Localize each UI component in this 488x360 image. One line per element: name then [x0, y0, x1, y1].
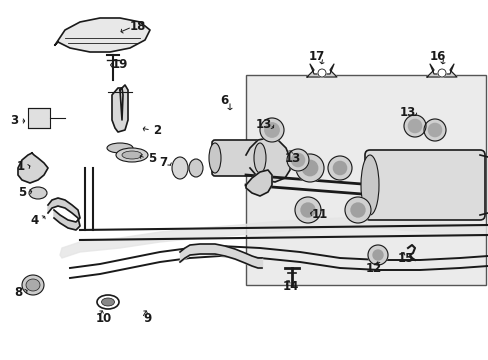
Text: 12: 12	[365, 261, 381, 274]
Text: 9: 9	[143, 311, 152, 324]
Circle shape	[264, 123, 279, 137]
Ellipse shape	[189, 159, 203, 177]
Circle shape	[372, 250, 382, 260]
Polygon shape	[245, 138, 289, 182]
Text: 1: 1	[17, 161, 25, 174]
Text: 11: 11	[311, 207, 327, 220]
Circle shape	[333, 161, 346, 175]
Text: 3: 3	[10, 114, 18, 127]
Text: 15: 15	[397, 252, 413, 265]
Circle shape	[294, 197, 320, 223]
Text: 8: 8	[14, 285, 22, 298]
Text: 6: 6	[220, 94, 228, 108]
Ellipse shape	[116, 148, 148, 162]
Polygon shape	[112, 85, 128, 132]
Polygon shape	[18, 153, 48, 183]
Text: 18: 18	[129, 21, 146, 33]
Circle shape	[407, 120, 421, 132]
Ellipse shape	[122, 151, 142, 159]
Circle shape	[295, 154, 324, 182]
Circle shape	[260, 118, 284, 142]
Text: 14: 14	[282, 280, 299, 293]
Circle shape	[423, 119, 445, 141]
Polygon shape	[245, 170, 271, 196]
Polygon shape	[48, 198, 80, 230]
Ellipse shape	[22, 275, 44, 295]
Text: 13: 13	[285, 152, 301, 165]
Circle shape	[345, 197, 370, 223]
Ellipse shape	[29, 187, 47, 199]
Circle shape	[317, 69, 325, 77]
Text: 5: 5	[18, 185, 26, 198]
Polygon shape	[60, 218, 487, 258]
Text: 13: 13	[399, 107, 415, 120]
Bar	[245, 75, 485, 285]
Polygon shape	[426, 64, 456, 77]
Circle shape	[427, 123, 441, 136]
FancyBboxPatch shape	[364, 150, 484, 220]
Text: 10: 10	[96, 311, 112, 324]
Ellipse shape	[172, 157, 187, 179]
Ellipse shape	[102, 298, 114, 306]
Bar	[28, 108, 50, 128]
Circle shape	[367, 245, 387, 265]
FancyBboxPatch shape	[212, 140, 263, 176]
Circle shape	[291, 153, 304, 167]
Ellipse shape	[253, 143, 265, 173]
Ellipse shape	[107, 143, 133, 153]
Polygon shape	[306, 64, 336, 77]
Ellipse shape	[97, 295, 119, 309]
Text: 5: 5	[147, 152, 156, 165]
Circle shape	[403, 115, 425, 137]
Circle shape	[350, 203, 364, 217]
Text: 2: 2	[153, 123, 161, 136]
Polygon shape	[55, 18, 150, 52]
Text: 4: 4	[31, 213, 39, 226]
Text: 19: 19	[112, 58, 128, 72]
Text: 17: 17	[308, 50, 325, 63]
Ellipse shape	[26, 279, 40, 291]
Circle shape	[437, 69, 445, 77]
Text: 13: 13	[255, 118, 271, 131]
Ellipse shape	[208, 143, 221, 173]
Circle shape	[302, 160, 317, 176]
Text: 16: 16	[429, 50, 445, 63]
Text: 7: 7	[159, 157, 167, 170]
Circle shape	[301, 203, 314, 217]
Circle shape	[286, 149, 308, 171]
Circle shape	[327, 156, 351, 180]
Ellipse shape	[360, 155, 378, 215]
